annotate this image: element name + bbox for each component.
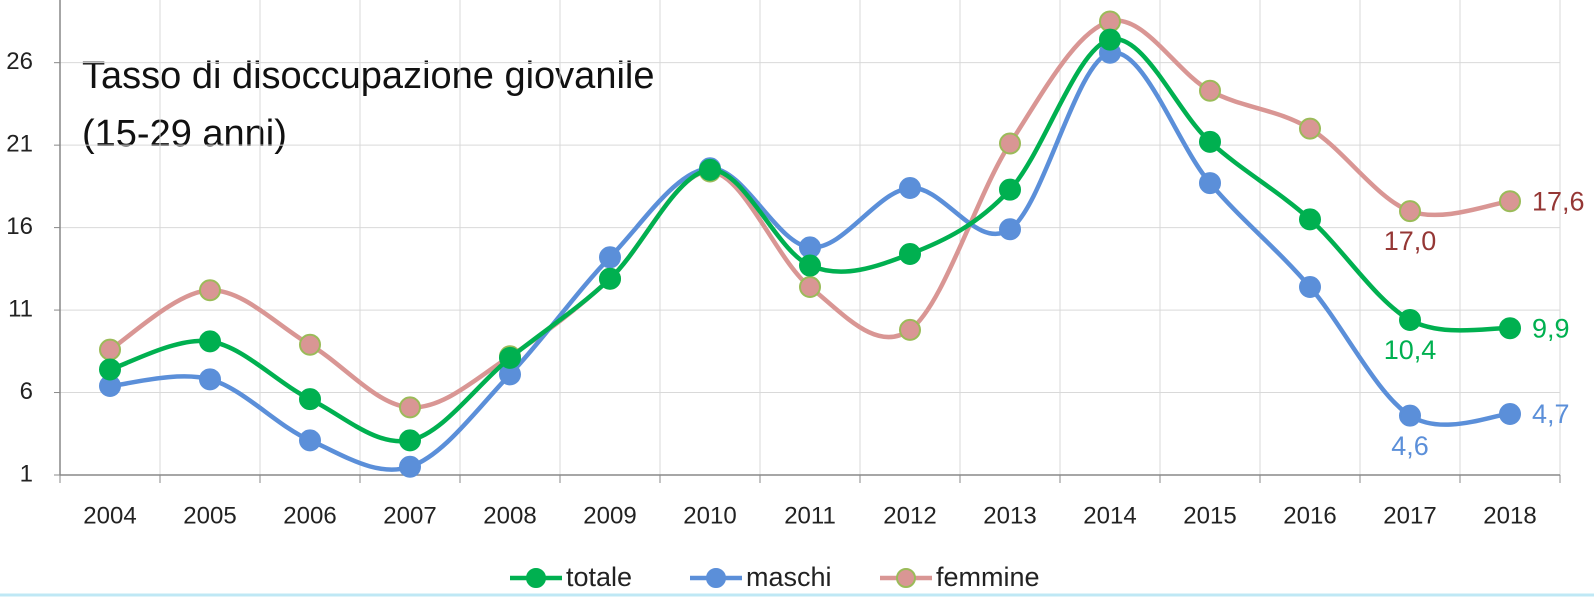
- marker: [1299, 208, 1321, 231]
- legend-label: totale: [566, 562, 632, 592]
- marker: [1099, 10, 1121, 33]
- marker: [699, 158, 721, 181]
- marker: [599, 267, 621, 290]
- x-tick-label: 2017: [1383, 502, 1436, 529]
- x-tick-label: 2004: [83, 502, 136, 529]
- chart-title: (15-29 anni): [82, 113, 287, 155]
- x-tick-label: 2013: [983, 502, 1036, 529]
- marker: [899, 177, 921, 200]
- chart-title: Tasso di disoccupazione giovanile: [82, 55, 654, 97]
- data-label: 17,0: [1384, 226, 1437, 256]
- marker: [199, 279, 221, 302]
- marker: [1399, 404, 1421, 427]
- x-tick-label: 2016: [1283, 502, 1336, 529]
- marker: [799, 254, 821, 277]
- marker: [1499, 190, 1521, 213]
- marker: [1499, 317, 1521, 340]
- marker: [799, 275, 821, 298]
- marker: [399, 429, 421, 452]
- marker: [1099, 28, 1121, 51]
- y-tick-label: 16: [6, 213, 33, 240]
- marker: [599, 246, 621, 269]
- y-tick-label: 6: [20, 378, 33, 405]
- y-tick-label: 1: [20, 460, 33, 487]
- x-tick-label: 2015: [1183, 502, 1236, 529]
- marker: [1199, 130, 1221, 153]
- marker: [1499, 402, 1521, 425]
- marker: [299, 333, 321, 356]
- y-tick-label: 11: [8, 295, 33, 322]
- marker: [1399, 200, 1421, 223]
- marker: [99, 338, 121, 361]
- marker: [299, 388, 321, 411]
- marker: [999, 178, 1021, 201]
- y-tick-label: 21: [6, 130, 33, 157]
- x-tick-label: 2014: [1083, 502, 1136, 529]
- marker: [399, 396, 421, 419]
- x-tick-label: 2011: [784, 502, 836, 529]
- legend-marker: [526, 568, 546, 588]
- legend-marker: [896, 568, 916, 588]
- marker: [1199, 172, 1221, 195]
- marker: [799, 236, 821, 259]
- marker: [899, 318, 921, 341]
- x-tick-label: 2005: [183, 502, 236, 529]
- legend-label: femmine: [936, 562, 1040, 592]
- marker: [1199, 79, 1221, 102]
- marker: [899, 242, 921, 265]
- marker: [999, 132, 1021, 155]
- marker: [199, 330, 221, 353]
- marker: [1399, 308, 1421, 331]
- legend-marker: [706, 568, 726, 588]
- marker: [999, 218, 1021, 241]
- marker: [299, 429, 321, 452]
- data-label: 17,6: [1532, 186, 1585, 216]
- marker: [499, 346, 521, 369]
- x-tick-label: 2012: [883, 502, 936, 529]
- x-tick-label: 2018: [1483, 502, 1536, 529]
- marker: [99, 358, 121, 381]
- marker: [1299, 117, 1321, 140]
- x-tick-label: 2007: [383, 502, 436, 529]
- x-tick-label: 2006: [283, 502, 336, 529]
- marker: [1299, 275, 1321, 298]
- x-tick-label: 2010: [683, 502, 736, 529]
- x-tick-label: 2008: [483, 502, 536, 529]
- legend-label: maschi: [746, 562, 832, 592]
- series-line: [109, 50, 1511, 472]
- data-label: 9,9: [1532, 313, 1570, 343]
- data-label: 10,4: [1384, 335, 1437, 365]
- data-label: 4,6: [1391, 431, 1429, 461]
- marker: [199, 368, 221, 391]
- y-tick-label: 26: [6, 48, 33, 75]
- data-label: 4,7: [1532, 399, 1570, 429]
- marker: [399, 455, 421, 478]
- x-tick-label: 2009: [583, 502, 636, 529]
